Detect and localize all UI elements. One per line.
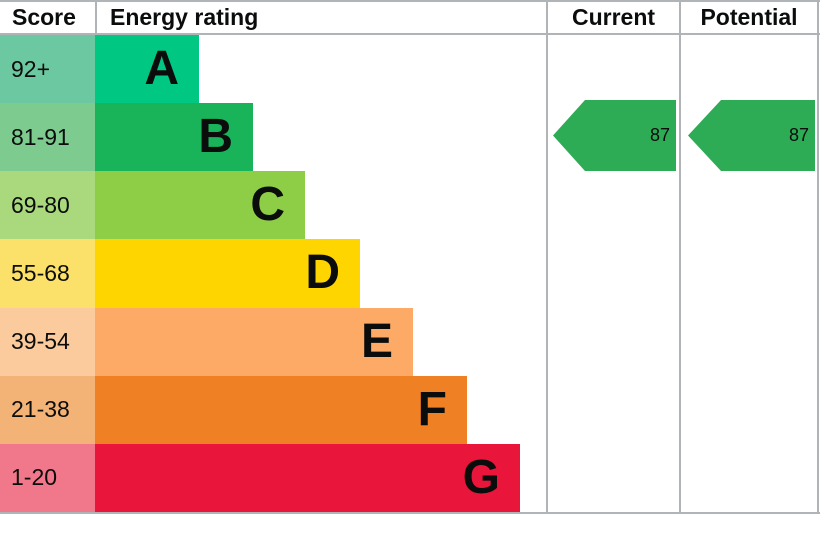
current-column-divider: [546, 0, 548, 514]
score-column-divider: [95, 0, 97, 33]
epc-band-row-e: 39-54 E: [0, 307, 547, 376]
potential-header: Potential: [700, 4, 798, 30]
score-range-g: 1-20: [0, 443, 95, 512]
potential-rating-arrow: 87: [688, 100, 815, 171]
rating-band-bar-f: F: [95, 375, 467, 444]
current-rating-arrow: 87: [553, 100, 676, 171]
rating-band-bar-d: D: [95, 239, 360, 308]
table-bottom-border: [0, 512, 820, 514]
score-range-a: 92+: [0, 35, 95, 104]
table-right-border: [817, 0, 819, 514]
epc-band-row-a: 92+ A: [0, 35, 547, 104]
epc-band-row-d: 55-68 D: [0, 239, 547, 308]
rating-band-rows: 92+ A 81-91 B 69-80 C 55-68 D 39-54 E 21-38 F 1-20 G: [0, 35, 547, 512]
epc-band-row-c: 69-80 C: [0, 171, 547, 240]
score-range-d: 55-68: [0, 239, 95, 308]
epc-band-row-g: 1-20 G: [0, 443, 547, 512]
rating-band-bar-g: G: [95, 443, 520, 512]
epc-band-row-f: 21-38 F: [0, 375, 547, 444]
table-top-border: [0, 0, 820, 2]
potential-rating-value: 87: [788, 125, 809, 145]
score-header: Score: [12, 4, 76, 30]
rating-band-bar-c: C: [95, 171, 305, 240]
epc-band-row-b: 81-91 B: [0, 103, 547, 172]
energy-rating-header: Energy rating: [110, 4, 259, 30]
rating-band-bar-b: B: [95, 103, 253, 172]
rating-band-bar-e: E: [95, 307, 413, 376]
current-rating-value: 87: [649, 125, 670, 145]
score-range-c: 69-80: [0, 171, 95, 240]
score-range-e: 39-54: [0, 307, 95, 376]
current-header: Current: [571, 4, 656, 30]
header-bottom-border: [0, 33, 820, 35]
potential-column-divider: [679, 0, 681, 514]
score-range-b: 81-91: [0, 103, 95, 172]
rating-band-bar-a: A: [95, 35, 199, 104]
score-range-f: 21-38: [0, 375, 95, 444]
